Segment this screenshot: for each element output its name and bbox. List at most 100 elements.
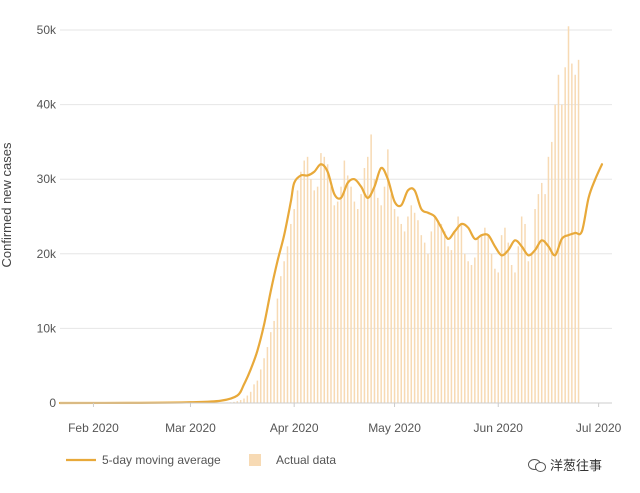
actual-data-bar bbox=[320, 153, 322, 403]
actual-data-bar bbox=[427, 253, 429, 403]
actual-data-bar bbox=[517, 246, 520, 403]
actual-data-bar bbox=[520, 216, 523, 403]
actual-data-bar bbox=[551, 141, 553, 403]
y-tick-label: 40k bbox=[37, 98, 57, 112]
actual-data-bar bbox=[363, 168, 366, 403]
actual-data-bar bbox=[443, 231, 446, 403]
actual-data-bar bbox=[527, 261, 530, 403]
actual-data-bar bbox=[316, 186, 319, 403]
actual-data-bar bbox=[470, 264, 473, 403]
actual-data-bar bbox=[494, 268, 496, 403]
actual-data-bar bbox=[333, 205, 336, 403]
actual-data-bar bbox=[544, 194, 546, 403]
y-tick-label: 30k bbox=[37, 172, 57, 186]
actual-data-bar bbox=[370, 134, 372, 403]
actual-data-bar bbox=[360, 194, 362, 403]
actual-data-bar bbox=[377, 197, 379, 403]
moving-average-layer bbox=[58, 163, 604, 405]
actual-data-bar bbox=[460, 223, 463, 403]
actual-data-bar bbox=[380, 205, 382, 403]
gridlines bbox=[60, 29, 612, 329]
actual-data-bar bbox=[346, 175, 349, 403]
x-axis-ticks: Feb 2020 Mar 2020 Apr 2020 May 2020 Jun 2020… bbox=[68, 403, 622, 435]
actual-data-bar bbox=[530, 253, 533, 403]
actual-data-bar bbox=[256, 380, 259, 403]
x-tick-label: Jun 2020 bbox=[474, 421, 524, 435]
x-tick-label: Mar 2020 bbox=[165, 421, 216, 435]
actual-data-bar bbox=[296, 190, 299, 403]
actual-data-bar bbox=[507, 242, 510, 403]
y-tick-label: 50k bbox=[37, 23, 57, 37]
actual-data-bar bbox=[286, 246, 289, 403]
actual-data-bar bbox=[330, 186, 332, 403]
legend: 5-day moving average Actual data bbox=[66, 453, 336, 467]
actual-data-bars bbox=[213, 26, 580, 404]
legend-label-moving-average: 5-day moving average bbox=[102, 453, 221, 467]
actual-data-bar bbox=[253, 384, 255, 403]
actual-data-bar bbox=[430, 231, 433, 403]
actual-data-bar bbox=[300, 171, 302, 403]
actual-data-bar bbox=[263, 358, 265, 403]
actual-data-bar bbox=[474, 257, 476, 403]
actual-data-bar bbox=[276, 298, 279, 403]
actual-data-bar bbox=[383, 186, 386, 403]
actual-data-bar bbox=[417, 220, 419, 403]
actual-data-bar bbox=[510, 264, 513, 403]
actual-data-bar bbox=[400, 223, 402, 403]
y-axis-title: Confirmed new cases bbox=[0, 142, 14, 267]
actual-data-bar bbox=[326, 164, 329, 403]
x-tick-label: Feb 2020 bbox=[68, 421, 119, 435]
x-tick-label: Jul 2020 bbox=[576, 421, 622, 435]
actual-data-bar bbox=[350, 186, 352, 403]
wechat-icon bbox=[528, 458, 546, 472]
actual-data-bar bbox=[487, 235, 489, 403]
actual-data-bar bbox=[303, 160, 305, 403]
actual-data-bar bbox=[577, 59, 580, 404]
actual-data-bar bbox=[270, 332, 272, 403]
moving-average-line bbox=[58, 163, 604, 405]
actual-data-bar bbox=[313, 190, 316, 403]
actual-data-bar bbox=[266, 347, 269, 403]
actual-data-bar bbox=[440, 223, 443, 403]
actual-data-bar bbox=[464, 253, 466, 403]
actual-data-bar bbox=[249, 391, 252, 403]
actual-data-bar bbox=[283, 261, 285, 403]
actual-data-bar bbox=[323, 156, 326, 403]
actual-data-bar bbox=[497, 272, 500, 403]
actual-data-bar bbox=[437, 220, 439, 403]
actual-data-bar bbox=[236, 401, 239, 403]
actual-data-bar bbox=[387, 149, 389, 403]
actual-data-bar bbox=[403, 231, 406, 403]
actual-data-bar bbox=[336, 201, 339, 403]
actual-data-bar bbox=[273, 320, 275, 403]
actual-data-bar bbox=[450, 250, 453, 403]
actual-data-bar bbox=[457, 216, 459, 403]
actual-data-bar bbox=[467, 261, 469, 403]
actual-data-bar bbox=[393, 209, 396, 403]
actual-data-bar bbox=[477, 238, 479, 403]
actual-data-bar bbox=[340, 186, 342, 403]
actual-data-bar bbox=[310, 179, 312, 403]
actual-data-bar bbox=[306, 156, 309, 403]
x-tick-label: Apr 2020 bbox=[270, 421, 319, 435]
actual-data-bar bbox=[514, 272, 516, 403]
actual-data-bar bbox=[373, 179, 376, 403]
y-axis-ticks: 0 10k 20k 30k 40k 50k bbox=[37, 23, 57, 410]
x-tick-label: May 2020 bbox=[368, 421, 421, 435]
actual-data-bar bbox=[561, 104, 563, 403]
actual-data-bar bbox=[447, 246, 449, 403]
actual-data-bar bbox=[243, 398, 245, 403]
actual-data-bar bbox=[504, 227, 506, 403]
actual-data-bar bbox=[490, 253, 493, 403]
y-tick-label: 20k bbox=[37, 247, 57, 261]
actual-data-bar bbox=[433, 216, 436, 403]
actual-data-bar bbox=[557, 74, 560, 403]
y-tick-label: 0 bbox=[49, 396, 56, 410]
actual-data-bar bbox=[407, 216, 409, 403]
actual-data-bar bbox=[524, 223, 526, 403]
actual-data-bar bbox=[500, 235, 503, 403]
actual-data-bar bbox=[259, 369, 262, 403]
actual-data-bar bbox=[280, 276, 282, 403]
actual-data-bar bbox=[537, 194, 540, 403]
